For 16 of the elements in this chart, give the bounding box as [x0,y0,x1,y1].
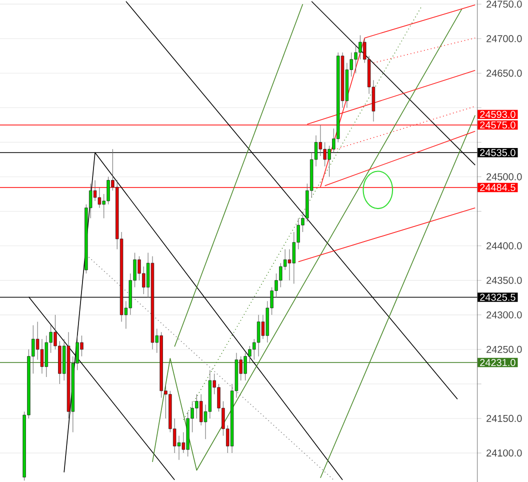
y-tick-label: 24400.0 [486,242,522,250]
y-tick-label: 24150.0 [486,414,522,422]
ref-line-label: 24535.0 [480,149,516,156]
ref-line-label: 24484.5 [480,184,516,192]
y-tick-label: 24750.0 [486,0,522,8]
ref-line-label: 24325.5 [480,294,516,301]
ref-line-label: 24231.0 [480,358,516,366]
y-tick-label: 24700.0 [486,35,522,42]
y-tick-label: 24250.0 [486,346,522,353]
y-tick-label: 24350.0 [486,276,522,284]
y-tick-label: 24300.0 [486,311,522,318]
text: 24593.0 [480,110,516,118]
y-tick-label: 24650.0 [486,70,522,77]
y-tick-label: 24100.0 [486,449,522,457]
ref-line-label: 24575.0 [480,121,516,129]
y-tick-label: 24500.0 [486,173,522,180]
